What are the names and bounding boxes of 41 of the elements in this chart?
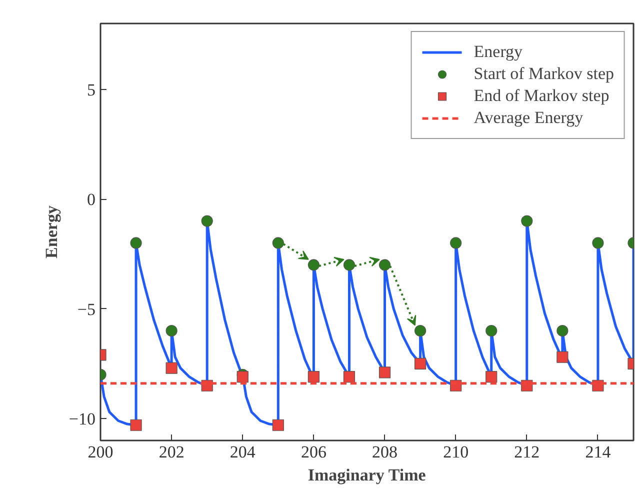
point [166, 324, 178, 337]
y-axis-title: Energy [42, 205, 61, 258]
point [486, 371, 498, 383]
point [166, 362, 178, 374]
point [556, 324, 568, 337]
point [343, 259, 356, 271]
legend-label: Average Energy [474, 108, 584, 128]
point [308, 259, 320, 271]
point [556, 351, 568, 363]
y-tick-label: −10 [68, 410, 96, 429]
y-tick-label: 0 [87, 190, 96, 210]
point [201, 215, 213, 227]
point [450, 237, 462, 249]
x-tick-label: 214 [585, 442, 612, 462]
point [343, 371, 356, 383]
legend-label: Start of Markov step [474, 64, 614, 84]
point [130, 419, 142, 431]
point [486, 324, 498, 337]
legend-label: End of Markov step [474, 86, 610, 106]
y-tick-label: 5 [87, 80, 96, 100]
point [378, 259, 391, 271]
x-tick-label: 210 [443, 442, 469, 462]
point [236, 371, 248, 383]
x-tick-label: 212 [514, 442, 540, 462]
point [521, 215, 533, 227]
x-tick-label: 200 [88, 442, 114, 462]
point [378, 366, 391, 378]
point [414, 324, 426, 337]
x-axis-title: Imaginary Time [308, 466, 426, 484]
y-tick-label: −5 [77, 300, 96, 319]
x-tick-label: 208 [372, 442, 398, 462]
x-tick-label: 202 [158, 442, 184, 462]
x-tick-label: 204 [230, 442, 256, 462]
point [414, 358, 426, 370]
point [130, 237, 142, 249]
point [592, 237, 604, 249]
point [272, 237, 284, 249]
legend-label: Energy [474, 42, 523, 62]
point [308, 371, 320, 383]
point [272, 419, 284, 431]
x-tick-label: 206 [300, 442, 326, 462]
